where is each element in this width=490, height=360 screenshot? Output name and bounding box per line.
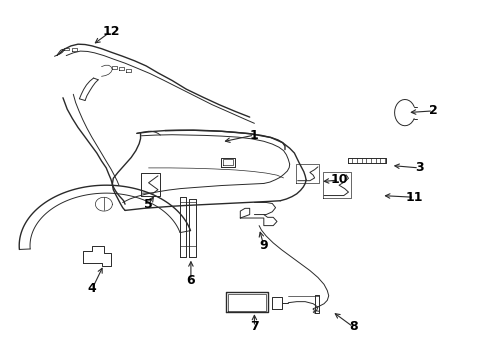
Text: 12: 12 — [102, 25, 120, 38]
Text: 9: 9 — [260, 239, 268, 252]
Text: 7: 7 — [250, 320, 259, 333]
Text: 6: 6 — [187, 274, 195, 287]
Text: 2: 2 — [429, 104, 438, 117]
Text: 8: 8 — [349, 320, 358, 333]
Text: 1: 1 — [250, 129, 259, 141]
Text: 10: 10 — [330, 174, 348, 186]
Text: 11: 11 — [406, 191, 423, 204]
Text: 4: 4 — [88, 282, 97, 295]
Text: 5: 5 — [144, 198, 153, 211]
Text: 3: 3 — [415, 161, 423, 174]
